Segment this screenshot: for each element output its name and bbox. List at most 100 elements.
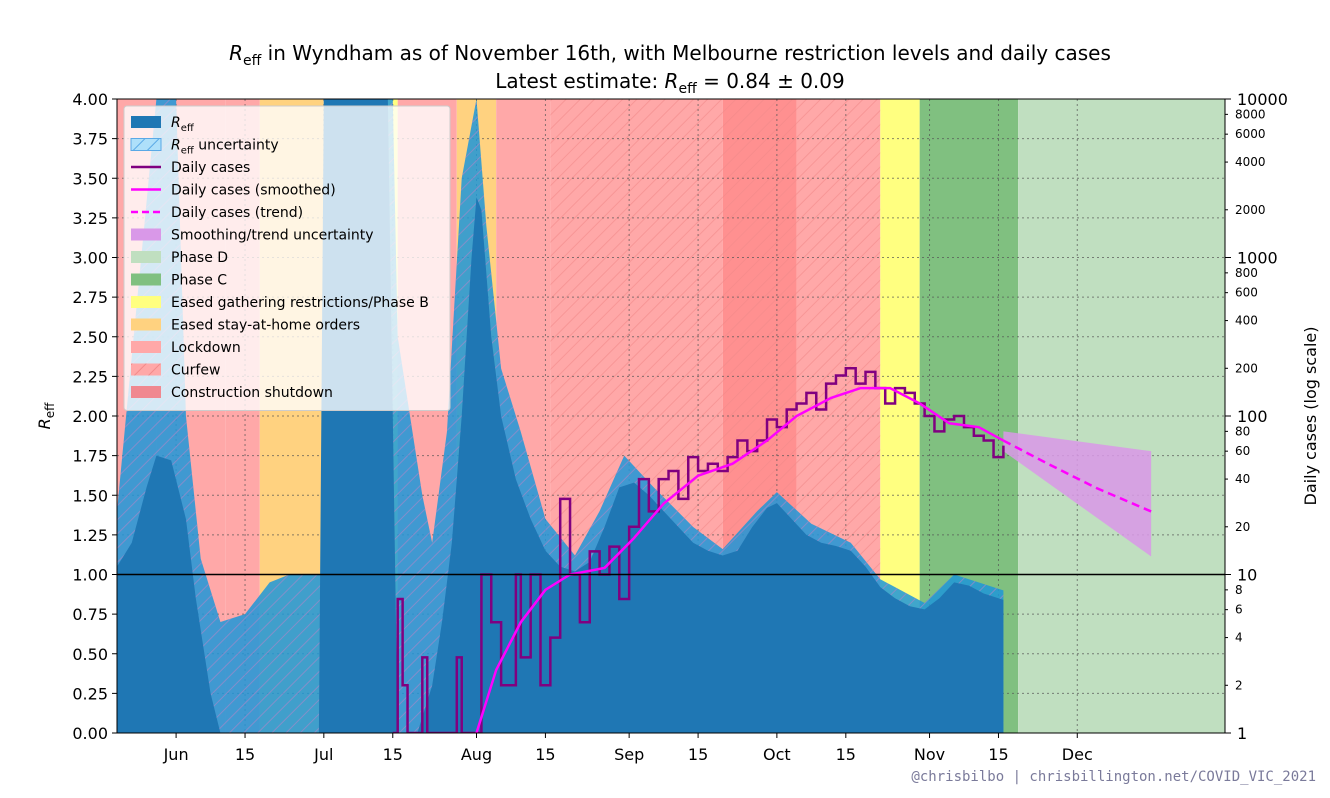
- y-right-minor-tick-label: 80: [1235, 424, 1250, 438]
- y-right-minor-tick-label: 6000: [1235, 127, 1266, 141]
- x-tick-label: Jul: [313, 745, 333, 764]
- y-axis-right-label: Daily cases (log scale): [1301, 327, 1320, 506]
- legend-swatch-eased_stay: [131, 318, 161, 331]
- x-tick-label: 15: [235, 745, 255, 764]
- legend-label-reff: Reff: [171, 115, 195, 134]
- x-tick-label: Dec: [1062, 745, 1093, 764]
- legend-label-main: Smoothing/trend uncertainty: [171, 228, 374, 244]
- legend-swatch-hatch-reff_unc: [131, 138, 161, 151]
- legend-box: [123, 105, 451, 411]
- x-tick-label: 15: [988, 745, 1008, 764]
- title-r: R: [229, 41, 243, 65]
- legend-swatch-construction: [131, 386, 161, 398]
- legend-label-main: Curfew: [171, 363, 220, 379]
- legend-label-main: Construction shutdown: [171, 385, 333, 401]
- credit-text: @chrisbilbo | chrisbillington.net/COVID_…: [911, 769, 1316, 785]
- legend-label-construction: Construction shutdown: [171, 385, 333, 401]
- legend-label-cases_smooth: Daily cases (smoothed): [171, 183, 336, 199]
- x-tick-label: Jun: [163, 745, 189, 764]
- legend-label-main: R: [171, 115, 181, 131]
- legend-label-sub: eff: [181, 146, 195, 157]
- subtitle-prefix: Latest estimate:: [495, 69, 664, 93]
- y-right-minor-tick-label: 800: [1235, 266, 1258, 280]
- y-left-tick-label: 3.25: [72, 209, 108, 228]
- y-right-minor-tick-label: 6: [1235, 603, 1243, 617]
- y-right-minor-tick-label: 8000: [1235, 107, 1266, 121]
- y-right-minor-tick-label: 4000: [1235, 155, 1266, 169]
- subtitle-sub: eff: [678, 81, 697, 97]
- legend-label-sub: eff: [181, 123, 195, 134]
- y-right-minor-tick-label: 60: [1235, 444, 1250, 458]
- y-left-tick-label: 1.75: [72, 447, 108, 466]
- title-sub: eff: [243, 53, 262, 69]
- legend-label-main: R: [171, 138, 181, 154]
- y-left-tick-label: 2.25: [72, 367, 108, 386]
- legend-label-main: Daily cases (smoothed): [171, 183, 336, 199]
- x-tick-label: Sep: [614, 745, 644, 764]
- legend-label-main: Phase C: [171, 273, 227, 289]
- y-left-tick-label: 1.00: [72, 566, 108, 585]
- legend-label-main: Lockdown: [171, 340, 241, 356]
- daily-cases-trend-line: [1002, 439, 1152, 513]
- legend-label-main: Phase D: [171, 250, 228, 266]
- y-axis-right-ticks: 1 10 100 1000 10000 2 4 6 8 20 40 60 80 200 400 600 800 2…: [1225, 90, 1288, 743]
- y-right-minor-tick-label: 2000: [1235, 203, 1266, 217]
- legend-label-cases: Daily cases: [171, 160, 250, 176]
- y-right-minor-tick-label: 40: [1235, 472, 1250, 486]
- daily-cases-smoothed-line: [475, 386, 1004, 733]
- legend-label-eased_stay: Eased stay-at-home orders: [171, 318, 360, 334]
- subtitle-rest: = 0.84 ± 0.09: [697, 69, 845, 93]
- y-right-minor-tick-label: 8: [1235, 583, 1243, 597]
- legend-label-phase_c: Phase C: [171, 273, 227, 289]
- x-tick-label: Oct: [763, 745, 791, 764]
- legend-label-eased_gathering: Eased gathering restrictions/Phase B: [171, 295, 429, 311]
- y-right-tick-label: 1: [1237, 724, 1247, 743]
- x-axis-ticks: Jun 15 Jul 15 Aug 15 Sep 15 Oct 15 Nov 15 Dec: [163, 733, 1093, 764]
- x-tick-label: Nov: [914, 745, 945, 764]
- y-right-tick-label: 10: [1237, 566, 1257, 585]
- y-right-tick-label: 100: [1237, 407, 1268, 426]
- y-right-minor-tick-label: 2: [1235, 678, 1243, 692]
- legend-label-rest: uncertainty: [194, 138, 279, 154]
- legend-label-lockdown: Lockdown: [171, 340, 241, 356]
- cases-layer: [392, 367, 1152, 733]
- subtitle-r: R: [665, 69, 679, 93]
- y-left-tick-label: 0.00: [72, 724, 108, 743]
- y-right-minor-tick-label: 200: [1235, 361, 1258, 375]
- title-rest: in Wyndham as of November 16th, with Mel…: [261, 41, 1111, 65]
- x-tick-label: Aug: [461, 745, 492, 764]
- legend-label-main: Eased stay-at-home orders: [171, 318, 360, 334]
- legend-swatch-hatch-curfew: [131, 363, 161, 376]
- y-left-tick-label: 3.00: [72, 249, 108, 268]
- y-axis-left-label: Reff: [35, 402, 57, 430]
- chart-title: Reff in Wyndham as of November 16th, wit…: [229, 41, 1111, 69]
- legend-label-cases_trend: Daily cases (trend): [171, 205, 303, 221]
- legend-label-reff_unc: Reff uncertainty: [171, 138, 279, 157]
- legend-swatch-reff: [131, 116, 161, 128]
- legend-swatch-lockdown: [131, 341, 161, 353]
- ylabel-sub: eff: [43, 402, 57, 418]
- y-axis-left-ticks: 0.00 0.25 0.50 0.75 1.00 1.25 1.50 1.75 2.00 2.25…: [72, 90, 117, 743]
- y-left-tick-label: 3.75: [72, 130, 108, 149]
- x-tick-label: 15: [535, 745, 555, 764]
- x-tick-label: 15: [836, 745, 856, 764]
- y-left-tick-label: 2.00: [72, 407, 108, 426]
- y-right-minor-tick-label: 4: [1235, 631, 1243, 645]
- y-right-minor-tick-label: 600: [1235, 286, 1258, 300]
- legend-label-curfew: Curfew: [171, 363, 220, 379]
- chart-subtitle: Latest estimate: Reff = 0.84 ± 0.09: [495, 69, 844, 97]
- legend-swatch-eased_gathering: [131, 296, 161, 308]
- legend-label-main: Daily cases (trend): [171, 205, 303, 221]
- y-right-tick-label: 1000: [1237, 249, 1278, 268]
- y-left-tick-label: 0.75: [72, 605, 108, 624]
- y-left-tick-label: 1.50: [72, 486, 108, 505]
- y-left-tick-label: 0.50: [72, 645, 108, 664]
- y-right-tick-label: 10000: [1237, 90, 1288, 109]
- legend-swatch-phase_c: [131, 273, 161, 286]
- x-tick-label: 15: [688, 745, 708, 764]
- y-right-minor-tick-label: 400: [1235, 314, 1258, 328]
- legend-label-main: Daily cases: [171, 160, 250, 176]
- y-right-minor-tick-label: 20: [1235, 520, 1250, 534]
